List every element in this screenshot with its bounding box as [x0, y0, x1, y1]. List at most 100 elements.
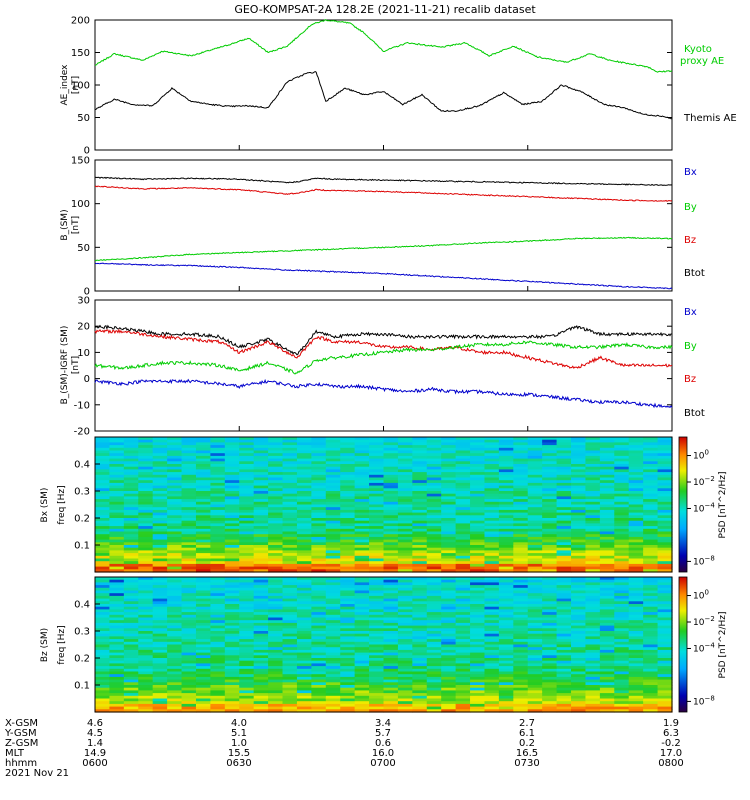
- spectrogram-cell: [325, 545, 341, 549]
- spectrogram-cell: [527, 550, 543, 554]
- spectrogram-cell: [498, 679, 514, 683]
- spectrogram-cell: [369, 622, 385, 627]
- spectrogram-cell: [109, 701, 125, 705]
- spectrogram-cell: [224, 695, 240, 700]
- spectrogram-cell: [210, 493, 226, 497]
- spectrogram-cell: [181, 501, 197, 506]
- spectrogram-cell: [311, 631, 327, 635]
- spectrogram-cell: [95, 545, 111, 549]
- spectrogram-cell: [571, 631, 587, 635]
- spectrogram-cell: [498, 585, 514, 589]
- spectrogram-cell: [643, 520, 659, 524]
- y-tick-label: 0.2: [74, 514, 90, 525]
- spectrogram-cell: [484, 668, 500, 673]
- spectrogram-cell: [426, 542, 442, 546]
- spectrogram-cell: [383, 644, 399, 648]
- spectrogram-cell: [181, 499, 197, 503]
- spectrogram-cell: [498, 639, 514, 643]
- spectrogram-cell: [441, 458, 457, 462]
- spectrogram-cell: [527, 709, 543, 713]
- spectrogram-cell: [397, 531, 413, 535]
- spectrogram-cell: [109, 612, 125, 616]
- spectrogram-cell: [614, 658, 630, 662]
- spectrogram-cell: [542, 631, 558, 635]
- spectrogram-cell: [239, 526, 255, 530]
- spectrogram-cell: [455, 647, 471, 651]
- bx-spectrogram-cells: [95, 437, 673, 573]
- spectrogram-cell: [340, 504, 356, 508]
- spectrogram-cell: [412, 453, 428, 457]
- spectrogram-cell: [152, 609, 168, 613]
- spectrogram-cell: [123, 601, 139, 605]
- spectrogram-cell: [585, 682, 601, 686]
- spectrogram-cell: [152, 558, 168, 562]
- spectrogram-cell: [210, 531, 226, 535]
- spectrogram-cell: [426, 439, 442, 443]
- spectrogram-cell: [470, 698, 486, 702]
- spectrogram-cell: [253, 655, 269, 659]
- spectrogram-cell: [123, 461, 139, 465]
- spectrogram-cell: [571, 458, 587, 462]
- spectrogram-cell: [268, 620, 284, 624]
- spectrogram-cell: [614, 488, 630, 492]
- spectrogram-cell: [628, 614, 644, 619]
- spectrogram-cell: [628, 644, 644, 648]
- spectrogram-cell: [383, 606, 399, 610]
- spectrogram-cell: [498, 439, 514, 443]
- spectrogram-cell: [354, 477, 370, 481]
- spectrogram-cell: [484, 687, 500, 691]
- spectrogram-cell: [455, 674, 471, 678]
- spectrogram-cell: [571, 563, 587, 568]
- spectrogram-cell: [239, 507, 255, 511]
- spectrogram-cell: [210, 488, 226, 492]
- spectrogram-cell: [383, 703, 399, 708]
- spectrogram-cell: [571, 652, 587, 656]
- spectrogram-cell: [268, 485, 284, 489]
- spectrogram-cell: [311, 528, 327, 533]
- spectrogram-cell: [282, 477, 298, 481]
- spectrogram-cell: [95, 660, 111, 664]
- spectrogram-cell: [167, 593, 183, 597]
- spectrogram-cell: [369, 668, 385, 673]
- spectrogram-cell: [383, 507, 399, 511]
- spectrogram-cell: [296, 488, 312, 492]
- spectrogram-cell: [412, 515, 428, 519]
- spectrogram-cell: [354, 534, 370, 538]
- spectrogram-cell: [628, 477, 644, 481]
- spectrogram-cell: [455, 472, 471, 476]
- spectrogram-cell: [614, 563, 630, 568]
- spectrogram-cell: [167, 531, 183, 535]
- spectrogram-cell: [397, 520, 413, 524]
- spectrogram-cell: [643, 450, 659, 454]
- spectrogram-cell: [527, 685, 543, 689]
- spectrogram-cell: [441, 477, 457, 481]
- spectrogram-cell: [167, 644, 183, 648]
- spectrogram-cell: [224, 455, 240, 460]
- spectrogram-cell: [585, 658, 601, 662]
- spectrogram-cell: [210, 595, 226, 600]
- spectrogram-cell: [599, 442, 615, 446]
- spectrogram-cell: [643, 639, 659, 643]
- spectrogram-cell: [426, 469, 442, 473]
- spectrogram-cell: [585, 542, 601, 546]
- spectrogram-cell: [484, 569, 500, 573]
- spectrogram-cell: [354, 528, 370, 533]
- spectrogram-cell: [311, 515, 327, 519]
- spectrogram-cell: [369, 447, 385, 452]
- spectrogram-cell: [109, 466, 125, 470]
- spectrogram-cell: [195, 649, 212, 654]
- spectrogram-cell: [585, 660, 601, 664]
- spectrogram-cell: [643, 474, 659, 479]
- igrf-label-bz: Bz: [684, 374, 696, 385]
- spectrogram-cell: [239, 682, 255, 686]
- spectrogram-cell: [239, 493, 255, 497]
- spectrogram-cell: [369, 671, 385, 675]
- spectrogram-cell: [513, 515, 529, 519]
- spectrogram-cell: [599, 585, 615, 589]
- spectrogram-cell: [210, 622, 226, 627]
- spectrogram-cell: [470, 614, 486, 619]
- spectrogram-cell: [599, 539, 615, 543]
- spectrogram-cell: [455, 598, 471, 602]
- spectrogram-cell: [527, 482, 543, 487]
- spectrogram-cell: [340, 539, 356, 543]
